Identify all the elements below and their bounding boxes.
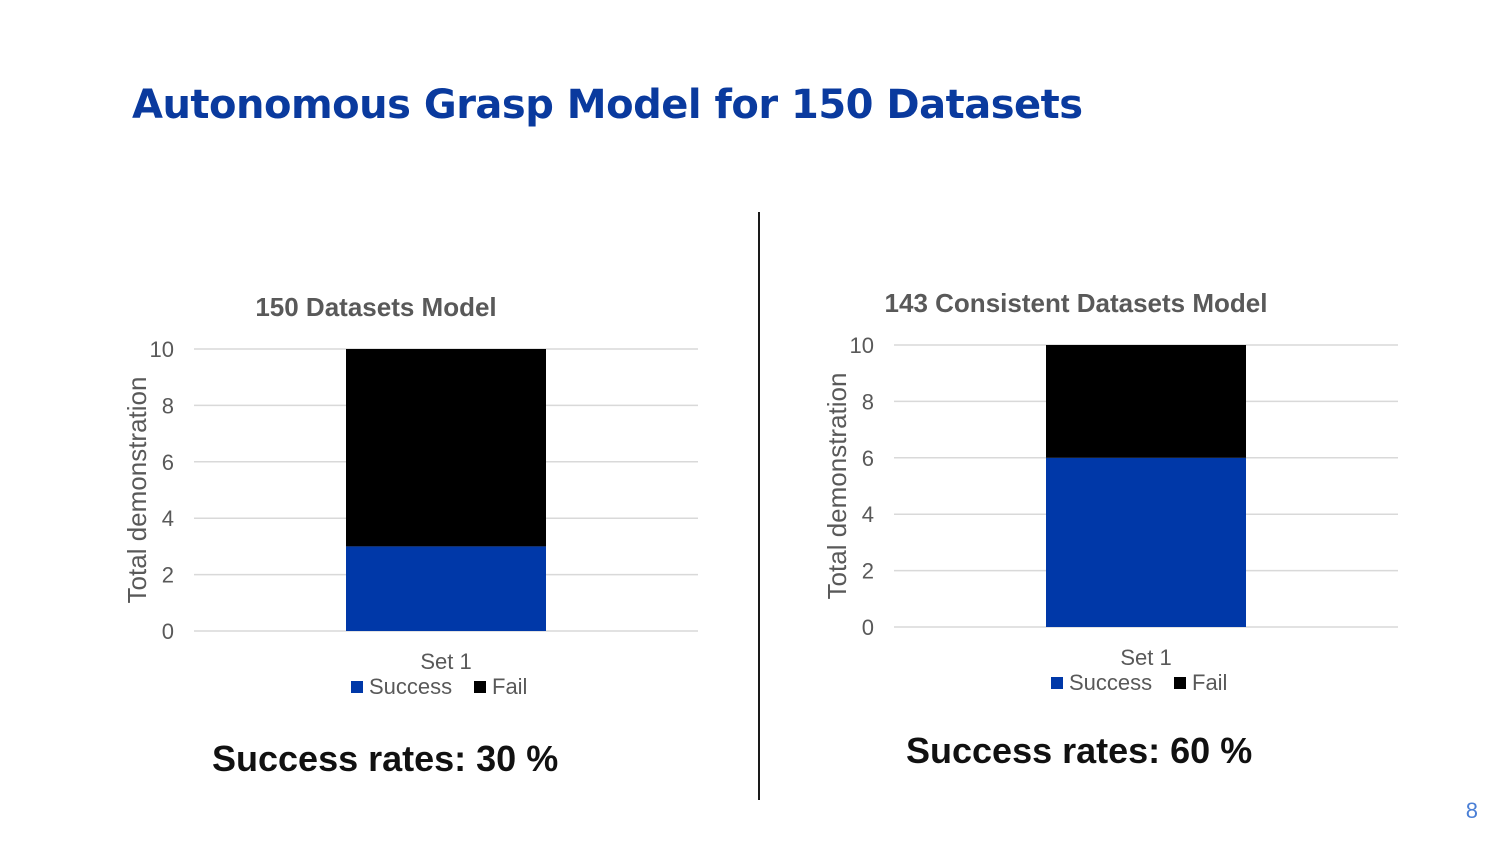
chart-title: 143 Consistent Datasets Model [885, 288, 1268, 318]
y-tick-label: 10 [850, 333, 874, 358]
y-tick-label: 0 [862, 615, 874, 640]
x-tick-label: Set 1 [420, 649, 471, 674]
y-tick-label: 0 [162, 619, 174, 644]
y-tick-label: 2 [162, 563, 174, 588]
bar-fail [1046, 345, 1246, 458]
chart-150-datasets: 150 Datasets Model 0 2 4 6 8 10 Total demonstra… [122, 292, 698, 699]
x-tick-label: Set 1 [1120, 645, 1171, 670]
y-tick-label: 6 [862, 446, 874, 471]
success-rate-right: Success rates: 60 % [906, 730, 1253, 771]
y-tick-label: 6 [162, 450, 174, 475]
bar-success [346, 546, 546, 631]
bar-success [1046, 457, 1246, 627]
page-number: 8 [1465, 798, 1478, 823]
y-tick-label: 2 [862, 559, 874, 584]
legend-label-fail: Fail [1192, 670, 1227, 695]
chart-title: 150 Datasets Model [255, 292, 496, 322]
y-axis-title: Total demonstration [122, 377, 152, 604]
legend-swatch-success [1051, 677, 1063, 689]
y-tick-label: 8 [162, 393, 174, 418]
y-tick-label: 10 [150, 337, 174, 362]
legend-label-success: Success [1069, 670, 1152, 695]
success-rate-left: Success rates: 30 % [212, 738, 559, 779]
legend-swatch-success [351, 681, 363, 693]
slide-title: Autonomous Grasp Model for 150 Datasets [132, 82, 1083, 128]
chart-143-consistent-datasets: 143 Consistent Datasets Model 0 2 4 6 8 10 Tota… [822, 288, 1398, 695]
y-tick-label: 8 [862, 389, 874, 414]
legend-swatch-fail [1174, 677, 1186, 689]
legend-label-fail: Fail [492, 674, 527, 699]
y-tick-label: 4 [162, 506, 174, 531]
bar-fail [346, 349, 546, 547]
legend-label-success: Success [369, 674, 452, 699]
vertical-divider [758, 212, 760, 800]
legend-swatch-fail [474, 681, 486, 693]
y-tick-label: 4 [862, 502, 874, 527]
y-axis-title: Total demonstration [822, 373, 852, 600]
